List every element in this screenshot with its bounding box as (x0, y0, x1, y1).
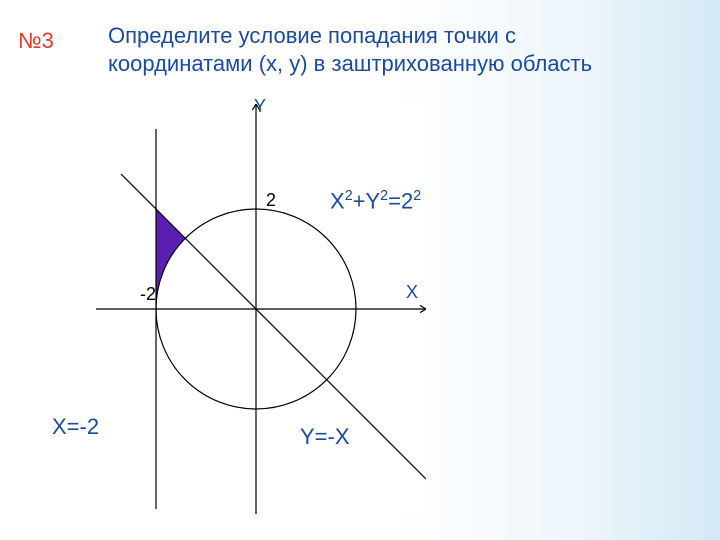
equation-circle: X2+Y2=22 (330, 188, 421, 214)
tick-x-neg2: -2 (140, 284, 156, 305)
equation-diagonal-line: Y=-X (300, 424, 350, 450)
task-number: №3 (18, 28, 54, 54)
task-prompt: Определите условие попадания точки с коо… (108, 22, 628, 78)
tick-y-2: 2 (266, 190, 276, 211)
plot-area: Y X -2 2 X2+Y2=22 X=-2 Y=-X (96, 104, 426, 514)
y-axis-label: Y (254, 96, 266, 117)
plot-svg (96, 104, 426, 514)
x-axis-label: X (406, 282, 418, 303)
equation-vertical-line: X=-2 (52, 414, 99, 440)
